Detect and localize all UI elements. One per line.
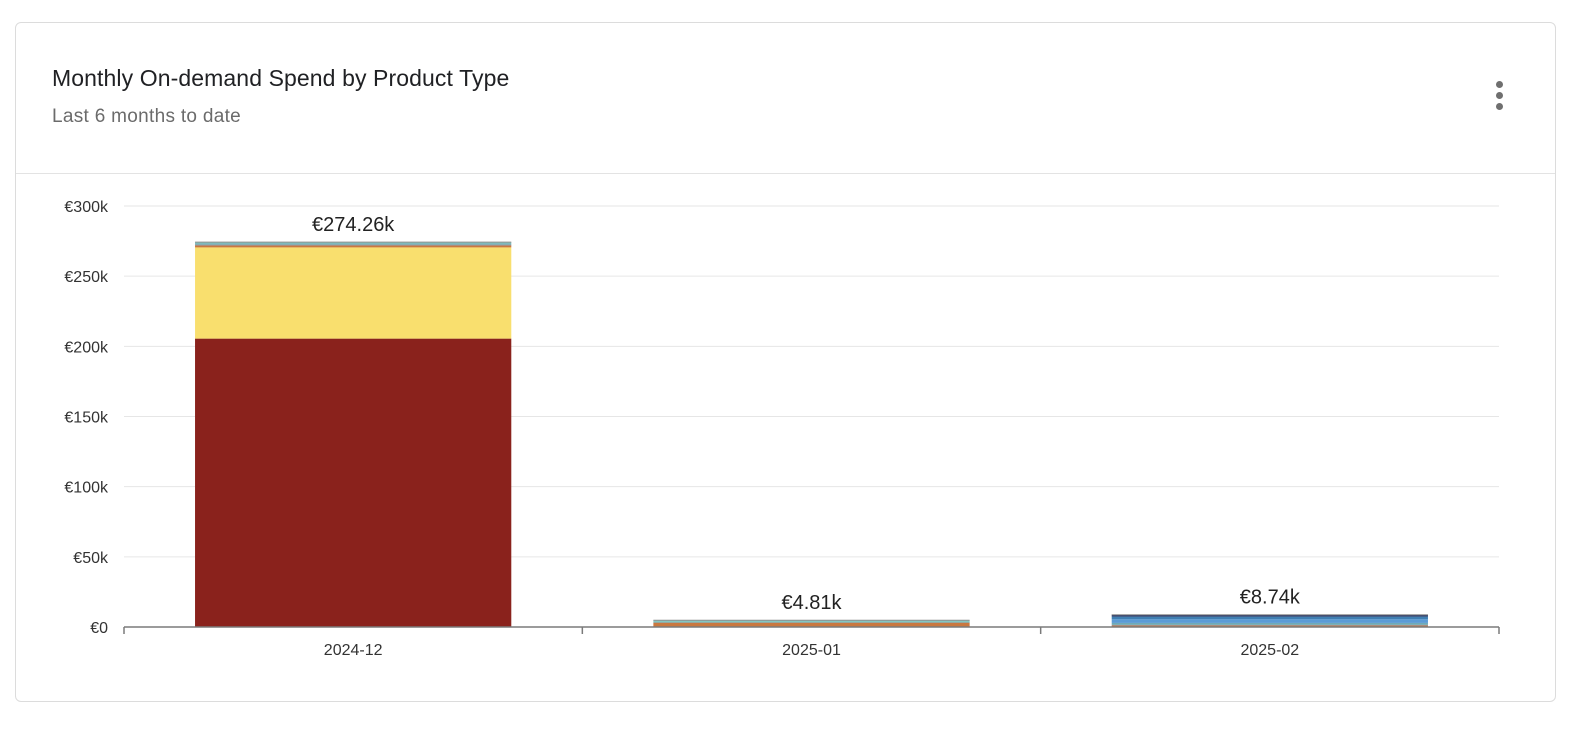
bar-segment[interactable]: [653, 621, 970, 623]
bar-segment[interactable]: [1111, 624, 1428, 626]
bar-segment[interactable]: [1111, 619, 1428, 623]
x-tick-label: 2025-02: [1240, 642, 1299, 659]
bar-total-label: €4.81k: [781, 592, 842, 614]
bar-segment[interactable]: [195, 242, 512, 244]
bar-segment[interactable]: [195, 247, 512, 339]
bar-segment[interactable]: [195, 245, 512, 248]
menu-dot: [1495, 80, 1503, 88]
y-tick-label: €50k: [73, 550, 109, 567]
bar-total-label: €274.26k: [312, 214, 395, 236]
bar-segment[interactable]: [195, 243, 512, 245]
x-tick-label: 2025-01: [782, 642, 841, 659]
y-tick-label: €200k: [64, 339, 109, 356]
y-tick-label: €250k: [64, 269, 109, 286]
x-tick-label: 2024-12: [324, 642, 383, 659]
menu-dot: [1495, 102, 1503, 110]
chart-title: Monthly On-demand Spend by Product Type: [52, 65, 510, 91]
menu-dot: [1495, 91, 1503, 99]
bar-segment[interactable]: [653, 622, 970, 627]
y-tick-label: €0: [90, 620, 108, 637]
bar-total-label: €8.74k: [1240, 587, 1301, 609]
bar-segment[interactable]: [195, 244, 512, 246]
y-tick-label: €100k: [64, 480, 109, 497]
bar-segment[interactable]: [653, 620, 970, 623]
bar-segment[interactable]: [1111, 622, 1428, 625]
bar-segment[interactable]: [195, 338, 512, 627]
more-vert-icon[interactable]: [1484, 75, 1514, 115]
bar-segment[interactable]: [1111, 614, 1428, 617]
bar-segment[interactable]: [1111, 616, 1428, 620]
y-tick-label: €300k: [64, 199, 109, 216]
card-header: Monthly On-demand Spend by Product Type …: [16, 23, 1555, 174]
y-tick-label: €150k: [64, 410, 109, 427]
chart-subtitle: Last 6 months to date: [52, 106, 242, 127]
